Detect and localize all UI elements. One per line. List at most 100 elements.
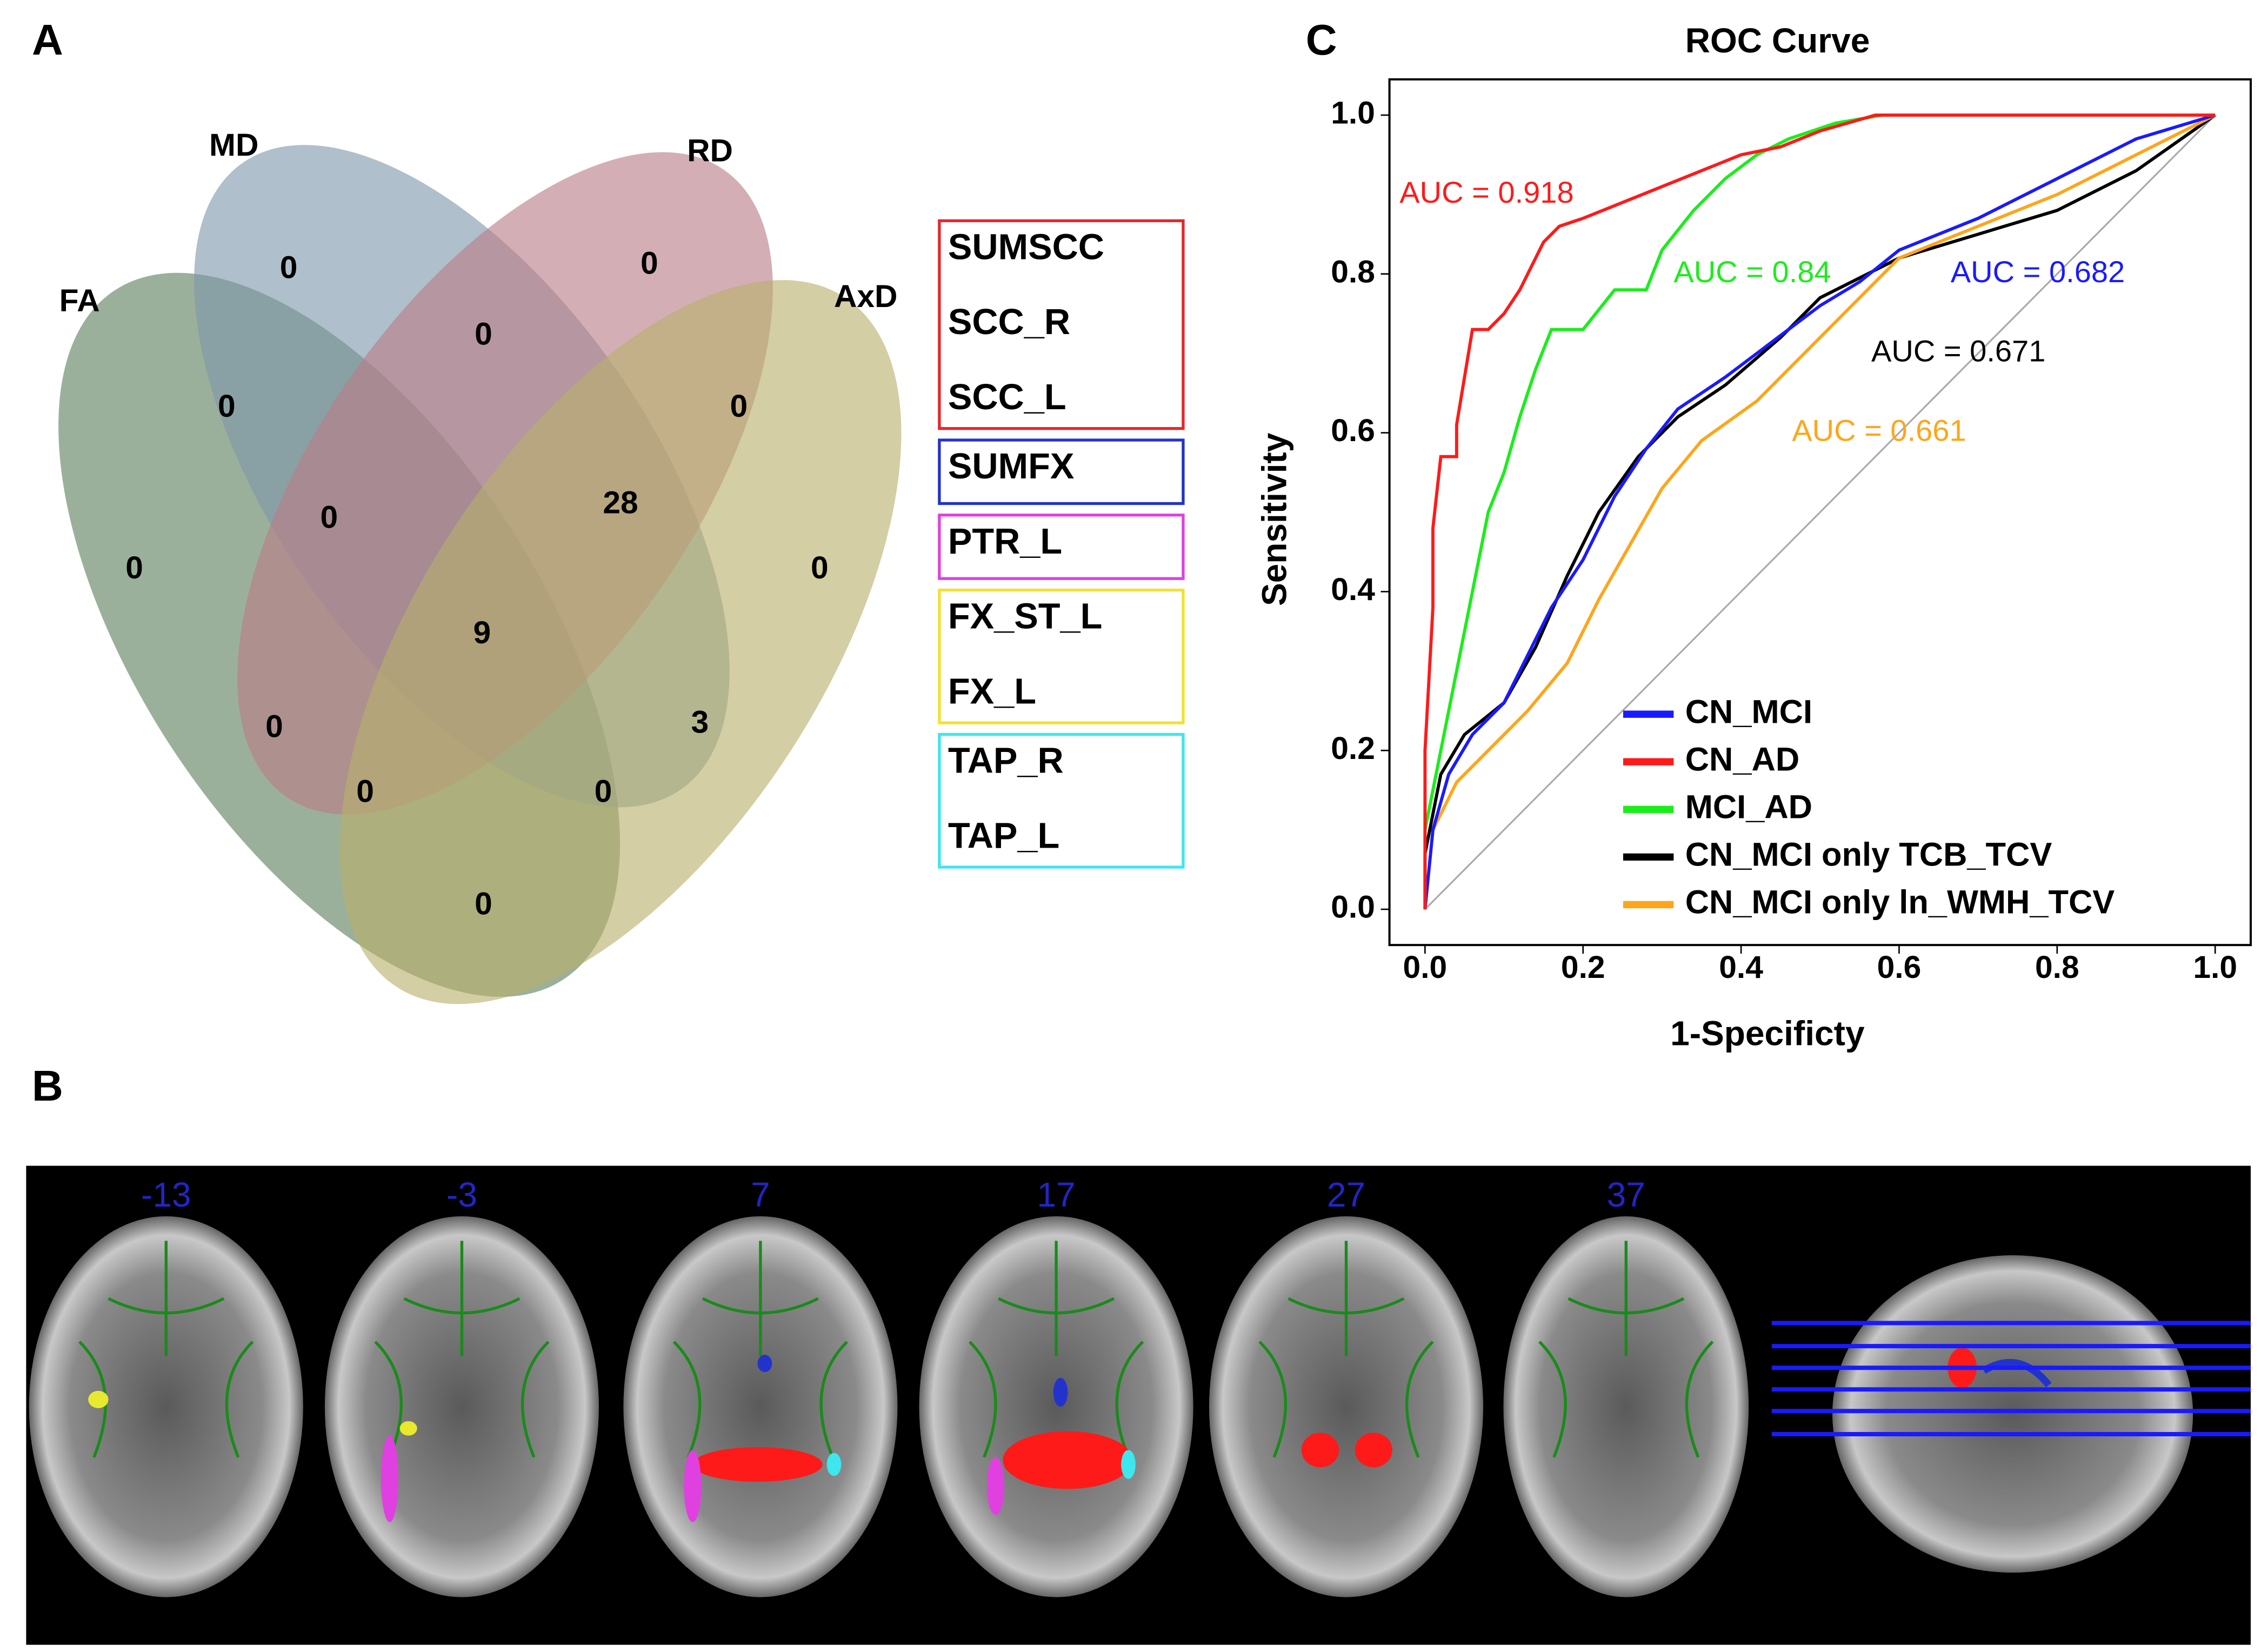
brain-images	[29, 1216, 2251, 1597]
legend-box	[938, 219, 1185, 430]
legend-label: MCI_AD	[1685, 789, 1812, 826]
slice-label: -13	[141, 1175, 191, 1214]
venn-count: 0	[356, 774, 374, 809]
panel-label: B	[32, 1062, 63, 1110]
slice-label: -3	[446, 1175, 477, 1214]
venn-set-label: FA	[59, 283, 100, 318]
legend-item: SCC_L	[948, 377, 1066, 417]
venn-count: 0	[265, 709, 283, 744]
legend-box	[938, 732, 1185, 869]
tract-skeleton	[672, 1241, 848, 1458]
brain-slice	[29, 1216, 303, 1597]
venn-count: 0	[641, 246, 658, 281]
venn-set-label: RD	[687, 133, 733, 168]
venn-count: 0	[730, 389, 748, 424]
legend-item: PTR_L	[948, 522, 1062, 562]
tract-highlight	[986, 1457, 1004, 1515]
tract-highlight	[1003, 1431, 1133, 1489]
slice-label: 7	[751, 1175, 770, 1214]
venn-set-label: AxD	[834, 279, 897, 314]
plot-frame	[1388, 78, 2252, 947]
y-axis-label: Sensitivity	[1255, 432, 1293, 606]
auc-annotation: AUC = 0.671	[1871, 334, 2045, 368]
legend-box	[938, 514, 1185, 580]
auc-annotation: AUC = 0.84	[1673, 255, 1831, 289]
venn-set	[339, 280, 902, 1004]
tract-skeleton	[1258, 1241, 1434, 1458]
x-tick-label: 0.2	[1561, 950, 1605, 985]
venn-count: 3	[691, 704, 709, 740]
legend-item: FX_ST_L	[948, 597, 1102, 637]
panel-label: A	[32, 16, 63, 64]
y-tick-label: 0.4	[1331, 572, 1375, 607]
y-tick-label: 0.8	[1331, 254, 1375, 289]
tract-skeleton	[969, 1241, 1144, 1458]
venn-count: 0	[595, 774, 612, 809]
legend-box	[938, 588, 1185, 724]
tract-skeleton	[1538, 1241, 1714, 1458]
venn-set-label: MD	[209, 128, 258, 163]
x-tick-label: 0.8	[2035, 950, 2079, 985]
venn-count: 0	[321, 499, 338, 535]
panel-label: C	[1306, 16, 1337, 64]
tract-highlight	[1301, 1433, 1339, 1468]
tract-highlight	[757, 1355, 772, 1373]
x-tick-label: 1.0	[2193, 950, 2237, 985]
y-tick-label: 0.0	[1331, 890, 1375, 925]
roc-curve	[1423, 114, 2216, 910]
chart-title: ROC Curve	[1685, 21, 1870, 60]
legend-item: SCC_R	[948, 302, 1070, 342]
venn-count: 28	[603, 485, 638, 521]
brain-slice	[1503, 1216, 1749, 1597]
tract-highlight	[88, 1390, 109, 1408]
legend-label: CN_AD	[1685, 741, 1799, 778]
x-tick-label: 0.6	[1877, 950, 1922, 985]
slice-label: 27	[1327, 1175, 1365, 1214]
tract-highlight	[399, 1421, 417, 1436]
legend-label: CN_MCI	[1685, 693, 1812, 730]
roc-curve	[1423, 114, 2216, 910]
roc-curve	[1423, 113, 2216, 910]
roc-curve	[1423, 114, 2216, 910]
y-tick-label: 0.6	[1331, 413, 1375, 448]
legend-label: CN_MCI only TCB_TCV	[1685, 836, 2052, 874]
y-tick-label: 1.0	[1331, 95, 1375, 130]
venn-count: 0	[280, 250, 298, 285]
legend-item: SUMSCC	[948, 227, 1104, 267]
x-axis-label: 1-Specificty	[1670, 1014, 1865, 1053]
venn-count: 0	[475, 316, 492, 351]
tract-highlight	[381, 1435, 398, 1522]
legend-box	[938, 438, 1185, 505]
tract-highlight	[684, 1450, 702, 1522]
legend-item: TAP_R	[948, 741, 1064, 781]
legend-label: CN_MCI only ln_WMH_TCV	[1685, 884, 2115, 921]
y-tick-label: 0.2	[1331, 731, 1375, 766]
legend-item: TAP_L	[948, 816, 1059, 856]
venn-count: 0	[475, 887, 492, 922]
roc-curve	[1423, 113, 2216, 910]
auc-annotation: AUC = 0.918	[1399, 175, 1573, 209]
x-tick-label: 0.0	[1403, 950, 1448, 985]
brain-slice	[1209, 1216, 1484, 1597]
venn-count: 0	[811, 550, 829, 585]
tract-highlight	[1355, 1433, 1392, 1468]
x-tick-label: 0.4	[1719, 950, 1763, 985]
auc-annotation: AUC = 0.661	[1792, 413, 1966, 447]
tract-skeleton	[374, 1241, 550, 1458]
reference-diagonal	[1424, 114, 2216, 910]
legend-item: SUMFX	[948, 447, 1075, 487]
brain-slice	[919, 1216, 1193, 1597]
tract-highlight	[826, 1453, 842, 1476]
legend-item: FX_L	[948, 671, 1036, 711]
brain-sagittal	[1832, 1255, 2193, 1573]
tract-highlight	[1053, 1377, 1068, 1407]
tract-skeleton	[78, 1241, 254, 1458]
auc-annotation: AUC = 0.682	[1951, 255, 2125, 289]
slice-label: 17	[1037, 1175, 1075, 1214]
venn-count: 0	[218, 389, 236, 424]
tract-highlight	[692, 1447, 823, 1482]
venn-count: 0	[125, 550, 143, 585]
venn-count: 9	[473, 615, 491, 650]
